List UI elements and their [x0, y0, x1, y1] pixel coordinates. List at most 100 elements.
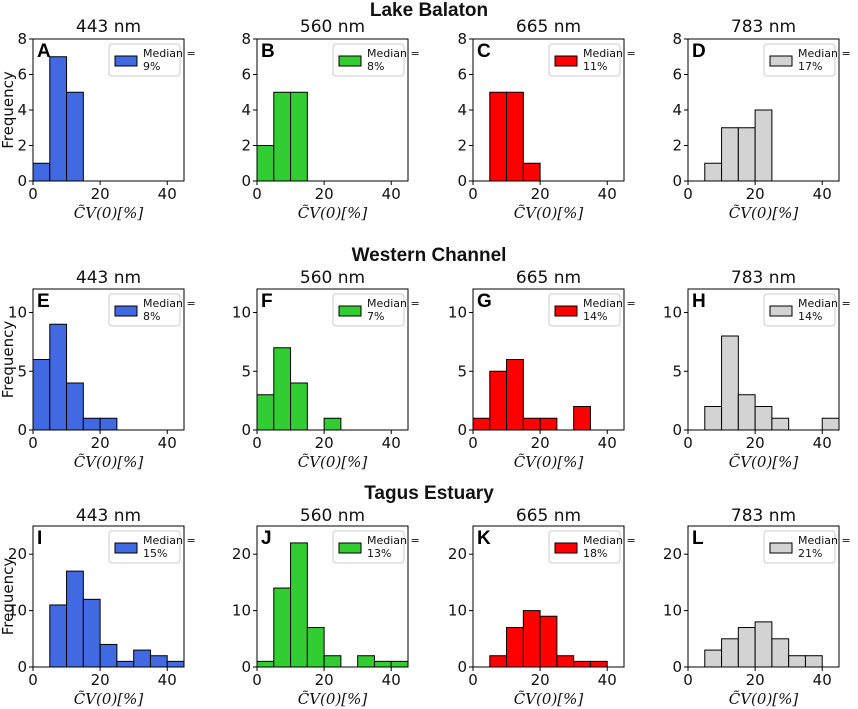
histogram-panel-g: 665 nm 0 20 40 0 5 10 C̃V(0)[%] G Median =14% [448, 268, 636, 471]
y-tick-label: 0 [241, 421, 251, 439]
y-tick-label: 2 [457, 137, 467, 155]
plot-frame [256, 288, 409, 431]
histogram-bar [573, 660, 591, 668]
histogram-bar [704, 162, 723, 182]
y-tick-label: 0 [457, 658, 467, 676]
x-tick-label: 20 [531, 185, 550, 203]
x-tick-label: 40 [382, 671, 401, 689]
y-tick-label: 0 [672, 658, 682, 676]
x-axis-label: C̃V(0)[%] [729, 690, 799, 708]
y-tick-label: 20 [663, 545, 682, 563]
y-tick-label: 10 [8, 602, 27, 620]
histogram-bar [704, 649, 723, 668]
histogram-bar [256, 394, 275, 431]
histogram-bar [737, 127, 756, 182]
legend-median-label: Median = [143, 534, 196, 547]
histogram-bar [290, 542, 308, 668]
x-axis-label: C̃V(0)[%] [298, 690, 368, 708]
histogram-bar [273, 91, 292, 182]
y-tick-label: 2 [17, 137, 27, 155]
x-tick-label: 20 [91, 185, 110, 203]
histogram-panel-h: 783 nm 0 20 40 0 5 10 C̃V(0)[%] H Median =14% [663, 268, 851, 471]
plot-frame [687, 288, 840, 431]
panel-letter: C [477, 41, 491, 62]
y-tick-label: 0 [17, 421, 27, 439]
legend-median-value: 8% [143, 310, 160, 323]
x-tick-label: 20 [746, 185, 765, 203]
x-tick-label: 40 [158, 185, 177, 203]
plot-frame [256, 525, 409, 668]
histogram-bar [306, 627, 325, 668]
plot-frame [472, 525, 625, 668]
legend-median-label: Median = [143, 297, 196, 310]
panel-letter: G [477, 291, 492, 312]
histogram-bar [721, 127, 739, 182]
x-tick-label: 0 [252, 434, 262, 452]
y-tick-label: 10 [448, 304, 467, 322]
y-tick-label: 10 [8, 304, 27, 322]
x-tick-label: 40 [598, 185, 617, 203]
legend-swatch [554, 55, 578, 67]
legend-swatch [338, 542, 362, 554]
legend-median-label: Median = [367, 534, 420, 547]
histogram-bar [49, 604, 68, 668]
y-tick-label: 0 [672, 172, 682, 190]
legend-median-value: 14% [583, 310, 607, 323]
legend-median-value: 7% [367, 310, 384, 323]
y-tick-label: 5 [672, 362, 682, 380]
legend-box [332, 530, 405, 564]
histogram-bar [539, 417, 558, 431]
histogram-bar [49, 56, 68, 182]
histogram-bar [556, 655, 575, 668]
histogram-bar [573, 406, 591, 431]
y-tick-label: 4 [241, 101, 251, 119]
y-tick-label: 5 [241, 362, 251, 380]
site-title: Western Channel [352, 245, 507, 266]
x-tick-label: 0 [683, 185, 693, 203]
x-axis-label: C̃V(0)[%] [74, 204, 144, 222]
histogram-bar [506, 359, 524, 431]
x-tick-label: 20 [531, 671, 550, 689]
y-tick-label: 10 [663, 304, 682, 322]
site-title: Tagus Estuary [364, 483, 494, 504]
histogram-bar [754, 621, 773, 668]
histogram-panel-b: 560 nm 0 20 40 0 2 4 6 8 C̃V(0)[%] B Median =8% [241, 17, 419, 222]
x-tick-label: 0 [468, 185, 478, 203]
panel-title: 560 nm [300, 506, 365, 526]
legend-box [548, 293, 621, 327]
x-tick-label: 40 [813, 671, 832, 689]
y-tick-label: 10 [232, 304, 251, 322]
legend-box [548, 530, 621, 564]
panel-letter: E [37, 291, 50, 312]
y-tick-label: 8 [17, 30, 27, 48]
y-tick-label: 10 [232, 602, 251, 620]
x-tick-label: 20 [91, 434, 110, 452]
histogram-bar [489, 370, 508, 431]
histogram-bar [804, 655, 823, 668]
histogram-bar [323, 655, 342, 668]
x-tick-label: 0 [28, 434, 38, 452]
histogram-panel-e: 443 nm 0 20 40 0 5 10 C̃V(0)[%] Frequency E Median… [0, 268, 196, 471]
y-axis-label: Frequency [0, 558, 17, 636]
y-tick-label: 0 [672, 421, 682, 439]
histogram-bar [737, 627, 756, 668]
x-axis-label: C̃V(0)[%] [514, 453, 584, 471]
panel-title: 443 nm [76, 17, 141, 37]
x-tick-label: 20 [315, 185, 334, 203]
legend-median-label: Median = [798, 47, 851, 60]
histogram-panel-a: 443 nm 0 20 40 0 2 4 6 8 C̃V(0)[%] Frequency A Media… [0, 17, 196, 222]
histogram-bar [506, 627, 524, 668]
legend-median-value: 15% [143, 547, 167, 560]
x-axis-label: C̃V(0)[%] [74, 690, 144, 708]
x-tick-label: 0 [28, 671, 38, 689]
legend-swatch [338, 305, 362, 317]
histogram-bar [116, 660, 135, 668]
y-tick-label: 4 [457, 101, 467, 119]
y-tick-label: 5 [17, 362, 27, 380]
histogram-bar [323, 417, 342, 431]
panel-title: 560 nm [300, 268, 365, 288]
panel-title: 665 nm [516, 268, 581, 288]
histogram-bar [82, 598, 101, 668]
legend-box [108, 43, 181, 77]
